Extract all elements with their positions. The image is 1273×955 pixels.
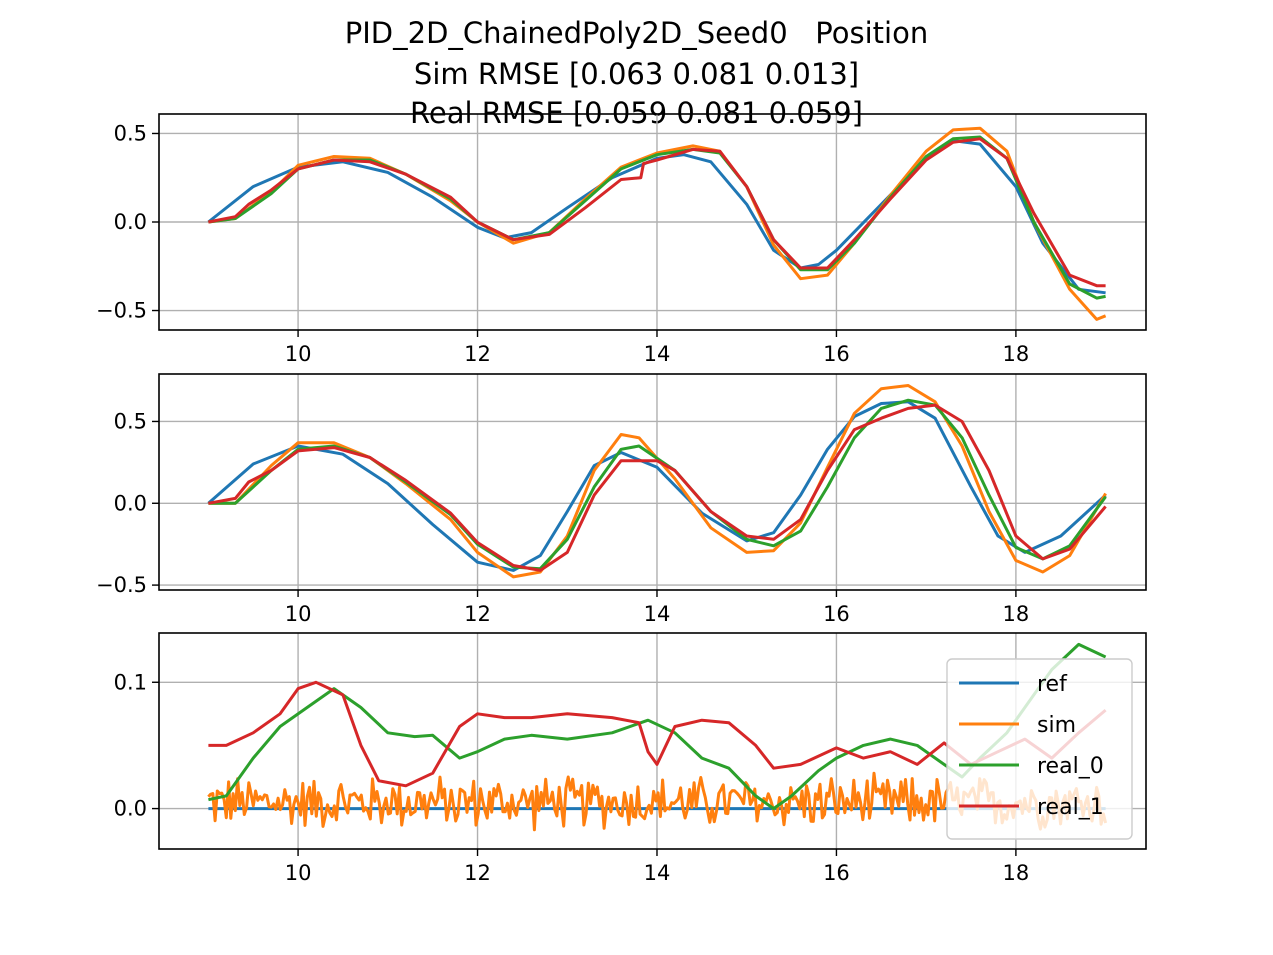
y-tick-label: 0.5 — [114, 409, 147, 433]
legend-label-real-0: real_0 — [1037, 754, 1104, 779]
x-tick-label: 18 — [1003, 602, 1030, 626]
x-tick-label: 18 — [1003, 861, 1030, 885]
legend-label-sim: sim — [1037, 713, 1076, 738]
x-tick-label: 10 — [285, 602, 312, 626]
x-tick-label: 14 — [644, 861, 671, 885]
y-tick-label: 0.5 — [114, 121, 147, 145]
series-line-ref — [207, 139, 1106, 295]
x-tick-label: 12 — [464, 861, 491, 885]
x-tick-label: 10 — [285, 861, 312, 885]
axes-frame — [158, 632, 1147, 850]
series-group — [207, 384, 1107, 579]
series-line-sim — [208, 126, 1107, 321]
y-tick-label: 0.1 — [114, 670, 147, 694]
x-tick-label: 12 — [464, 342, 491, 366]
x-tick-label: 14 — [644, 602, 671, 626]
legend-label-real-1: real_1 — [1037, 795, 1104, 820]
x-tick-label: 16 — [823, 861, 850, 885]
y-tick-label: −0.5 — [96, 299, 147, 323]
figure-title-line-3: Real RMSE [0.059 0.081 0.059] — [410, 96, 863, 130]
figure-title-line-1: PID_2D_ChainedPoly2D_Seed0 Position — [344, 16, 929, 50]
series-group — [207, 126, 1107, 321]
x-tick-label: 16 — [823, 342, 850, 366]
y-tick-label: 0.0 — [114, 210, 147, 234]
y-tick-label: 0.0 — [114, 797, 147, 821]
series-line-real-1 — [208, 680, 1107, 788]
x-tick-label: 18 — [1003, 342, 1030, 366]
panel-1: 10 12 14 16 18 0.5 0.0 −0.5 — [96, 113, 1147, 366]
y-tick-label: −0.5 — [96, 573, 147, 597]
series-line-real-1 — [208, 403, 1107, 572]
x-tick-label: 10 — [285, 342, 312, 366]
legend-label-ref: ref — [1037, 672, 1068, 697]
x-tick-label: 12 — [464, 602, 491, 626]
figure-title-line-2: Sim RMSE [0.063 0.081 0.013] — [413, 57, 860, 91]
panel-2: 10 12 14 16 18 0.5 0.0 −0.5 — [96, 373, 1147, 626]
legend-box — [946, 658, 1133, 840]
legend: ref sim real_0 real_1 — [946, 658, 1133, 840]
axes-frame — [158, 373, 1147, 591]
series-line-real-1 — [208, 137, 1106, 288]
x-tick-label: 14 — [644, 342, 671, 366]
y-tick-label: 0.0 — [114, 491, 147, 515]
x-tick-label: 16 — [823, 602, 850, 626]
